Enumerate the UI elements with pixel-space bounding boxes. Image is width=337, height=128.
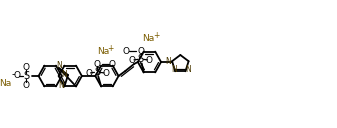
Text: S: S (138, 54, 144, 64)
Text: O: O (102, 69, 110, 78)
Text: -: - (12, 69, 15, 79)
Text: Na: Na (0, 79, 11, 88)
Text: N: N (185, 65, 191, 74)
Text: +: + (153, 31, 159, 40)
Text: O: O (94, 60, 101, 69)
Text: O: O (23, 62, 30, 72)
Text: O: O (146, 56, 153, 65)
Text: N: N (165, 57, 171, 66)
Text: N: N (58, 81, 64, 90)
Text: Na: Na (97, 47, 109, 56)
Text: -: - (129, 46, 133, 56)
Text: +: + (108, 44, 114, 53)
Text: N: N (61, 71, 67, 79)
Text: O: O (128, 56, 135, 65)
Text: N: N (56, 61, 62, 70)
Text: O: O (14, 72, 21, 81)
Text: O: O (23, 81, 30, 89)
Text: O: O (123, 47, 130, 56)
Text: O: O (85, 69, 92, 78)
Text: S: S (23, 71, 29, 81)
Text: Na: Na (142, 34, 155, 43)
Text: -: - (105, 59, 109, 69)
Text: N: N (172, 65, 177, 74)
Text: S: S (94, 67, 100, 77)
Text: O: O (108, 60, 115, 69)
Text: O: O (137, 47, 144, 56)
